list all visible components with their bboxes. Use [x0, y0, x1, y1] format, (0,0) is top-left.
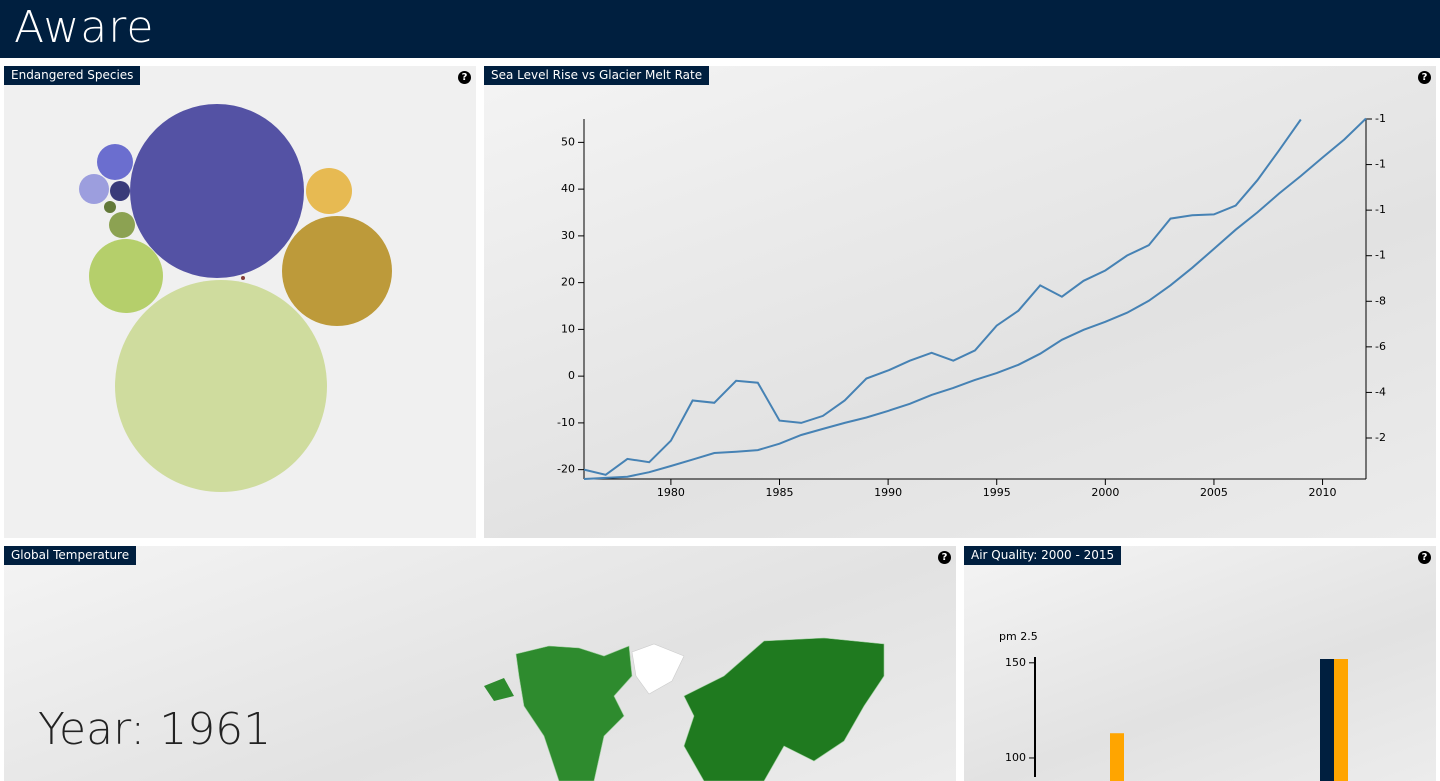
y2-tick-label: -1 [1375, 158, 1386, 171]
y2-tick-label: -4 [1375, 385, 1386, 398]
bubble [104, 201, 116, 213]
sea-level-panel: Sea Level Rise vs Glacier Melt Rate ? 19… [484, 66, 1436, 538]
x-tick-label: 1990 [874, 486, 902, 499]
x-tick-label: 2010 [1309, 486, 1337, 499]
y-tick-label: 20 [561, 276, 575, 289]
bar-chart: pm 2.5 100 150 [999, 630, 1348, 781]
y2-tick-label: -6 [1375, 340, 1386, 353]
bubble [241, 276, 245, 280]
series-line [583, 118, 1302, 476]
y-tick-label: 50 [561, 135, 575, 148]
y2-tick-label: -1 [1375, 249, 1386, 262]
y-tick-label: 0 [568, 369, 575, 382]
bubble [306, 168, 352, 214]
x-tick-label: 1985 [766, 486, 794, 499]
panel-title: Sea Level Rise vs Glacier Melt Rate [484, 66, 710, 85]
x-tick-label: 2000 [1091, 486, 1119, 499]
temperature-panel: Global Temperature ? Year: 1961 [4, 546, 956, 781]
y-tick-label: 150 [1005, 656, 1026, 669]
world-map [484, 637, 885, 781]
bar [1110, 733, 1124, 781]
bubble-chart [79, 104, 392, 492]
panel-title: Global Temperature [4, 546, 137, 565]
species-panel: Endangered Species ? [4, 66, 476, 538]
help-icon[interactable]: ? [938, 551, 951, 564]
series-line [583, 117, 1367, 480]
bubble [130, 104, 304, 278]
y-tick-label: 10 [561, 322, 575, 335]
help-icon[interactable]: ? [1418, 551, 1431, 564]
y2-tick-label: -1 [1375, 203, 1386, 216]
air-quality-panel: Air Quality: 2000 - 2015 ? pm 2.5 100 150 [964, 546, 1436, 781]
header: Aware [0, 0, 1440, 58]
help-icon[interactable]: ? [458, 71, 471, 84]
y-axis-label: pm 2.5 [999, 630, 1038, 643]
bar [1334, 659, 1348, 781]
y-tick-label: 40 [561, 182, 575, 195]
greenland [631, 643, 685, 695]
y-tick-label: -10 [557, 416, 575, 429]
bubble [282, 216, 392, 326]
eurasia-africa [683, 637, 885, 781]
panel-title: Endangered Species [4, 66, 141, 85]
y2-tick-label: -2 [1375, 431, 1386, 444]
line-chart: 1980 1985 1990 1995 2000 2005 2010 -20 -10 0 10 20 3… [557, 112, 1386, 499]
app-title: Aware [14, 2, 155, 53]
y-tick-label: 100 [1005, 751, 1026, 764]
y-tick-label: -20 [557, 463, 575, 476]
year-label: Year: 1961 [38, 704, 272, 755]
north-america [515, 645, 633, 781]
y-tick-label: 30 [561, 229, 575, 242]
bubble [109, 212, 135, 238]
alaska [484, 678, 514, 701]
x-tick-label: 1995 [983, 486, 1011, 499]
bubble [110, 181, 130, 201]
help-icon[interactable]: ? [1418, 71, 1431, 84]
y2-tick-label: -8 [1375, 294, 1386, 307]
bubble [79, 174, 109, 204]
bubble [89, 239, 163, 313]
panel-title: Air Quality: 2000 - 2015 [964, 546, 1122, 565]
bar [1320, 659, 1334, 781]
bubble [115, 280, 327, 492]
y2-tick-label: -1 [1375, 112, 1386, 125]
bubble [97, 144, 133, 180]
x-tick-label: 2005 [1200, 486, 1228, 499]
x-tick-label: 1980 [657, 486, 685, 499]
